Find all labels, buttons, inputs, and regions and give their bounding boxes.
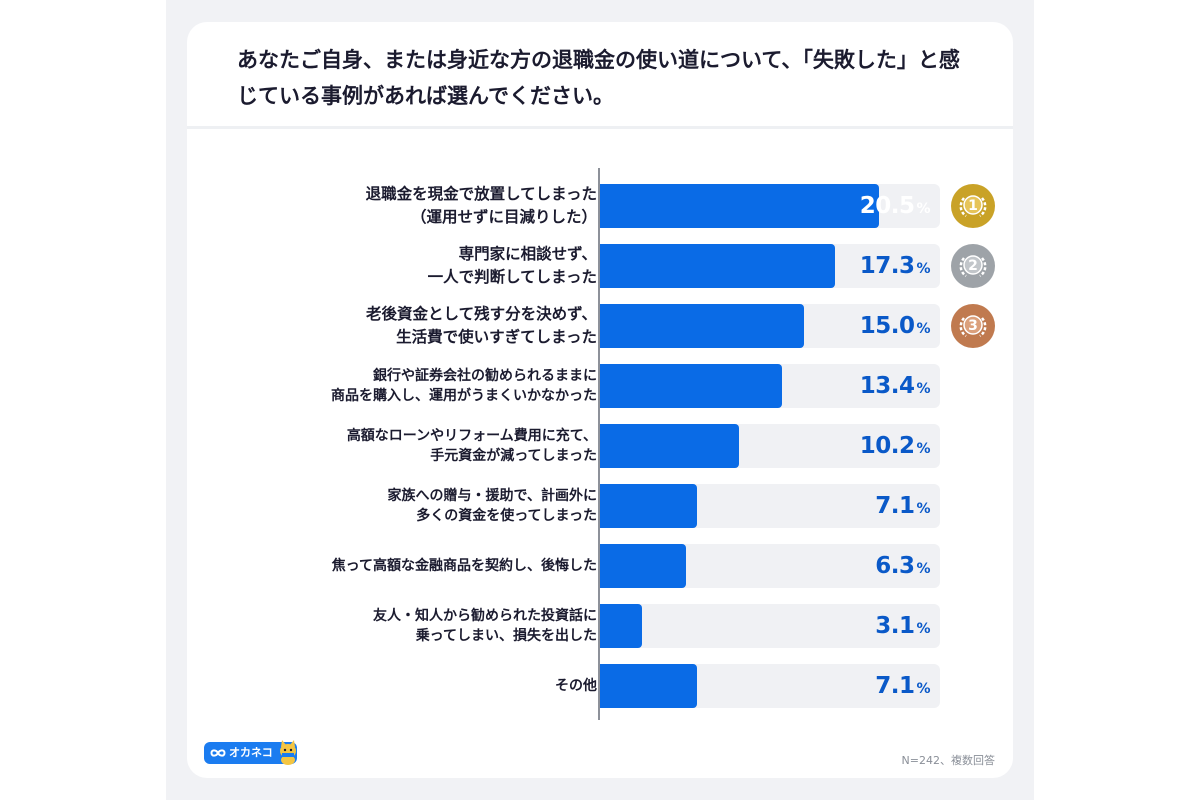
category-label: 専門家に相談せず、一人で判断してしまった bbox=[267, 244, 597, 288]
okaneko-logo: オカネコ bbox=[204, 740, 297, 766]
cat-mascot-icon bbox=[279, 740, 296, 765]
question-title-line-2: じている事例があれば選んでください。 bbox=[237, 84, 614, 108]
bar-track: 17.3% bbox=[600, 244, 940, 288]
value-label: 13.4% bbox=[859, 364, 931, 408]
medal-center bbox=[963, 195, 983, 215]
bar bbox=[600, 184, 879, 228]
medal-rank-number: 1 bbox=[968, 198, 978, 214]
bar bbox=[600, 304, 804, 348]
bar-track: 15.0% bbox=[600, 304, 940, 348]
value-unit: % bbox=[916, 621, 930, 637]
sample-note: N=242、複数回答 bbox=[901, 754, 995, 767]
bar-track: 3.1% bbox=[600, 604, 940, 648]
medal-center bbox=[963, 315, 983, 335]
value-label: 7.1% bbox=[875, 664, 930, 708]
value-unit: % bbox=[916, 561, 930, 577]
category-label-line: 高額なローンやリフォーム費用に充て、 bbox=[346, 428, 597, 444]
category-label: 焦って高額な金融商品を契約し、後悔した bbox=[267, 544, 597, 588]
bar-track: 13.4% bbox=[600, 364, 940, 408]
category-label: 老後資金として残す分を決めず、生活費で使いすぎてしまった bbox=[267, 304, 597, 348]
value-label: 7.1% bbox=[875, 484, 930, 528]
medal-center bbox=[963, 255, 983, 275]
category-label-line: 友人・知人から勧められた投資話に bbox=[373, 608, 597, 624]
value-unit: % bbox=[916, 321, 930, 337]
value-unit: % bbox=[916, 681, 930, 697]
category-label-line: 家族への贈与・援助で、計画外に bbox=[387, 488, 597, 504]
category-label-line: 一人で判断してしまった bbox=[427, 268, 597, 286]
question-title: あなたご自身、または身近な方の退職金の使い道について、「失敗した」と感 じている… bbox=[237, 42, 977, 114]
logo-text: オカネコ bbox=[229, 746, 273, 759]
survey-card: あなたご自身、または身近な方の退職金の使い道について、「失敗した」と感 じている… bbox=[187, 22, 1013, 778]
value-number: 13.4 bbox=[859, 373, 915, 399]
medal-wreath bbox=[959, 197, 987, 218]
bar-track: 20.5% bbox=[600, 184, 940, 228]
bar bbox=[600, 424, 739, 468]
value-unit: % bbox=[916, 381, 930, 397]
category-label-line: 老後資金として残す分を決めず、 bbox=[366, 305, 597, 323]
category-label-line: （運用せずに目減りした） bbox=[410, 208, 597, 226]
category-label-line: 乗ってしまい、損失を出した bbox=[415, 628, 597, 644]
rank-medal-icon: 2 bbox=[951, 244, 995, 288]
category-label-line: 多くの資金を使ってしまった bbox=[416, 508, 597, 524]
category-label: 退職金を現金で放置してしまった （運用せずに目減りした） bbox=[267, 184, 597, 228]
chart-axis-line bbox=[598, 168, 600, 720]
value-label: 3.1% bbox=[875, 604, 930, 648]
value-number: 10.2 bbox=[859, 433, 915, 459]
question-title-line-1: あなたご自身、または身近な方の退職金の使い道について、「失敗した」と感 bbox=[237, 48, 960, 72]
category-label-line: 焦って高額な金融商品を契約し、後悔した bbox=[331, 558, 597, 574]
bar-track: 10.2% bbox=[600, 424, 940, 468]
value-unit: % bbox=[916, 501, 930, 517]
category-label-line: 生活費で使いすぎてしまった bbox=[396, 328, 597, 346]
category-label: 友人・知人から勧められた投資話に乗ってしまい、損失を出した bbox=[267, 604, 597, 648]
value-number: 6.3 bbox=[875, 553, 915, 579]
bar bbox=[600, 484, 697, 528]
value-unit: % bbox=[916, 201, 930, 217]
value-number: 17.3 bbox=[859, 253, 915, 279]
bar bbox=[600, 544, 686, 588]
bar-track: 6.3% bbox=[600, 544, 940, 588]
value-number: 15.0 bbox=[859, 313, 915, 339]
bar bbox=[600, 604, 642, 648]
logo-pill: オカネコ bbox=[204, 740, 297, 765]
value-number: 20.5 bbox=[859, 193, 915, 219]
medal-rank-number: 2 bbox=[968, 258, 978, 274]
category-label-line: 専門家に相談せず、 bbox=[458, 245, 597, 263]
value-unit: % bbox=[916, 441, 930, 457]
category-label-line: 退職金を現金で放置してしまった bbox=[365, 185, 597, 203]
bar bbox=[600, 664, 697, 708]
bar bbox=[600, 364, 782, 408]
bar bbox=[600, 244, 835, 288]
value-unit: % bbox=[916, 261, 930, 277]
category-label-line: 銀行や証券会社の勧められるままに bbox=[373, 368, 597, 384]
bar-track: 7.1% bbox=[600, 484, 940, 528]
bar-track: 7.1% bbox=[600, 664, 940, 708]
category-label: 高額なローンやリフォーム費用に充て、手元資金が減ってしまった bbox=[267, 424, 597, 468]
value-label: 10.2% bbox=[859, 424, 931, 468]
infinity-icon bbox=[210, 749, 226, 757]
value-number: 7.1 bbox=[875, 493, 915, 519]
value-label: 17.3% bbox=[859, 244, 931, 288]
medal-wreath bbox=[959, 257, 987, 278]
title-divider bbox=[187, 126, 1013, 129]
category-label-line: 商品を購入し、運用がうまくいかなかった bbox=[331, 388, 597, 404]
value-number: 7.1 bbox=[875, 673, 915, 699]
category-label: その他 bbox=[267, 664, 597, 708]
value-label: 15.0% bbox=[859, 304, 931, 348]
category-label: 銀行や証券会社の勧められるままに商品を購入し、運用がうまくいかなかった bbox=[267, 364, 597, 408]
medal-wreath bbox=[959, 317, 987, 338]
category-label: 家族への贈与・援助で、計画外に多くの資金を使ってしまった bbox=[267, 484, 597, 528]
value-label: 6.3% bbox=[875, 544, 930, 588]
rank-medal-icon: 3 bbox=[951, 304, 995, 348]
rank-medal-icon: 1 bbox=[951, 184, 995, 228]
value-number: 3.1 bbox=[875, 613, 915, 639]
category-label-line: 手元資金が減ってしまった bbox=[430, 448, 597, 464]
category-label-line: その他 bbox=[555, 678, 597, 694]
medal-rank-number: 3 bbox=[968, 318, 978, 334]
value-label: 20.5% bbox=[859, 184, 931, 228]
